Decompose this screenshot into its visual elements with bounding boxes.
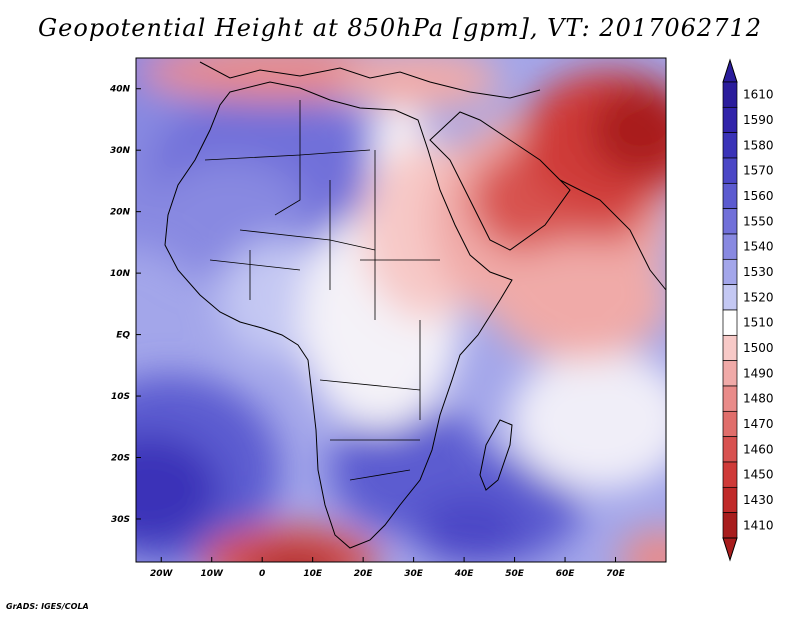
colorbar-label: 1530 [743, 265, 774, 279]
border-lines [204, 100, 440, 481]
lon-tick-label: 0 [259, 569, 265, 579]
lon-tick-label: 20E [354, 569, 374, 579]
lon-tick-label: 70E [606, 569, 626, 579]
colorbar-label: 1570 [743, 164, 774, 178]
asia-coastline [559, 179, 666, 291]
colorbar-swatch [722, 334, 738, 362]
lat-tick-label: 20N [110, 208, 131, 218]
lon-tick-label: 60E [556, 569, 576, 579]
colorbar-label: 1500 [743, 341, 774, 355]
south-atlantic-core [136, 435, 220, 545]
colorbar-label: 1460 [743, 442, 774, 456]
madagascar-coastline [479, 419, 513, 491]
pakistan-low-core [590, 85, 666, 175]
colorbar-label: 1510 [743, 316, 774, 330]
longitude-axis: 20W 10W 0 10E 20E 30E 40E 50E 60E 70E [150, 557, 626, 579]
lon-tick-label: 40E [454, 569, 475, 579]
plot-frame [135, 57, 667, 563]
lat-tick-label: 10N [110, 269, 131, 279]
arabian-sea-low [490, 240, 666, 360]
colorbar-label: 1520 [743, 290, 774, 304]
colorbar-swatch [722, 486, 738, 514]
colorbar-swatch [722, 461, 738, 488]
southern-cape-core [250, 552, 340, 562]
europe-coastline [199, 61, 541, 99]
lat-tick-label: 10S [111, 392, 130, 402]
colorbar-swatch [722, 258, 738, 286]
colorbar-swatch [722, 512, 738, 539]
lon-tick-label: 20W [150, 569, 174, 579]
latitude-axis: 40N 30N 20N 10N EQ 10S 20S 30S [109, 85, 141, 525]
colorbar-swatch [722, 284, 738, 311]
height-field [136, 58, 666, 562]
footer-credit: GrADS: IGES/COLA [6, 602, 89, 611]
chart-title: Geopotential Height at 850hPa [gpm], VT:… [38, 14, 762, 42]
colorbar-label: 1560 [743, 189, 774, 203]
east-ocean-neutral [510, 350, 666, 490]
colorbar-swatch [722, 385, 738, 412]
colorbar-swatch [722, 410, 738, 438]
lat-tick-label: 30S [111, 515, 130, 525]
colorbar-swatch [722, 233, 738, 260]
indian-ocean-core [415, 495, 525, 562]
southeast-ocean-low [620, 530, 666, 562]
colorbar-swatch [722, 208, 738, 235]
colorbar-swatch [722, 360, 738, 387]
country-borders [204, 100, 440, 481]
colorbar-swatch [722, 132, 738, 159]
colorbar: 1610 1590 1580 1570 1560 1550 1540 1530 1520 1510… [722, 58, 774, 562]
colorbar-label: 1470 [743, 417, 774, 431]
colorbar-label: 1430 [743, 493, 774, 507]
lon-tick-label: 10E [303, 569, 323, 579]
lon-tick-label: 10W [200, 569, 224, 579]
colorbar-label: 1410 [743, 518, 774, 532]
lat-tick-label: EQ [116, 331, 130, 341]
lat-tick-label: 30N [110, 146, 131, 156]
colorbar-label: 1610 [743, 88, 774, 102]
colorbar-top-arrow [722, 58, 738, 83]
colorbar-label: 1540 [743, 240, 774, 254]
lon-tick-label: 50E [505, 569, 525, 579]
lat-tick-label: 40N [109, 85, 131, 95]
colorbar-label: 1580 [743, 138, 774, 152]
colorbar-label: 1550 [743, 214, 774, 228]
colorbar-label: 1480 [743, 392, 774, 406]
lon-tick-label: 30E [404, 569, 424, 579]
colorbar-swatch [722, 436, 738, 463]
colorbar-swatch [722, 182, 738, 210]
colorbar-label: 1590 [743, 113, 774, 127]
colorbar-bottom-arrow [722, 537, 738, 562]
colorbar-swatch [722, 106, 738, 134]
colorbar-swatch [722, 81, 738, 108]
colorbar-swatch [722, 309, 738, 336]
colorbar-label: 1490 [743, 366, 774, 380]
africa-coastline [164, 81, 513, 549]
lat-tick-label: 20S [111, 454, 130, 464]
arabia-coastline [429, 111, 571, 251]
coastlines [164, 61, 666, 549]
colorbar-label: 1450 [743, 468, 774, 482]
europe-low [340, 58, 500, 110]
colorbar-swatch [722, 157, 738, 184]
